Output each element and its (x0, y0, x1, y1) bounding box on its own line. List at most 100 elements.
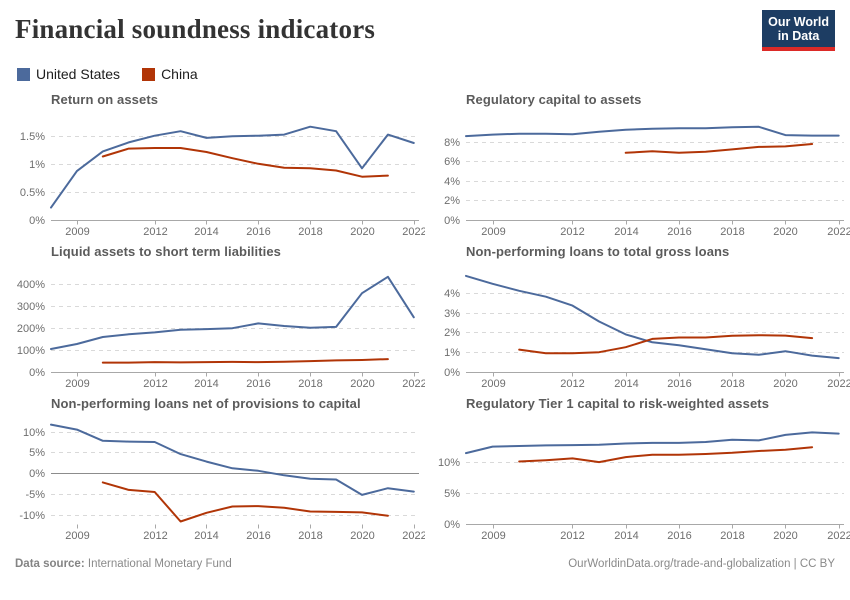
chart-title-npl-net-provisions: Non-performing loans net of provisions t… (51, 396, 361, 411)
footer-datasource-label: Data source: (15, 558, 85, 570)
svg-text:2016: 2016 (667, 530, 691, 542)
legend-swatch-united-states (17, 67, 30, 81)
svg-text:-10%: -10% (19, 510, 45, 522)
chart-title-return-on-assets: Return on assets (51, 92, 159, 107)
chart-title-liquid-assets: Liquid assets to short term liabilities (51, 244, 282, 259)
chart-plot-npl-net-provisions: -10% -5% 0% 5% 10% 2009 2012 2014 2016 2018 2020 20… (19, 423, 425, 542)
svg-text:400%: 400% (17, 279, 45, 291)
svg-text:2016: 2016 (246, 530, 270, 542)
svg-text:2014: 2014 (194, 378, 218, 390)
svg-text:2009: 2009 (481, 378, 505, 390)
svg-text:2%: 2% (444, 327, 460, 339)
owid-logo-line1: Our World (768, 15, 829, 29)
svg-text:2014: 2014 (194, 530, 218, 542)
svg-text:0%: 0% (444, 215, 460, 227)
legend-swatch-china (142, 67, 156, 81)
svg-text:-5%: -5% (25, 489, 45, 501)
svg-text:2012: 2012 (143, 226, 167, 238)
svg-text:0%: 0% (29, 468, 45, 480)
svg-text:2014: 2014 (614, 226, 638, 238)
chart-plot-regulatory-capital-to-assets: 0% 2% 4% 6% 8% 2009 2012 2014 2016 2018 2020 2022 (444, 125, 850, 238)
svg-text:5%: 5% (29, 447, 45, 459)
chart-regulatory-capital-to-assets: Regulatory capital to assets 0% 2% 4% 6% 8% 2… (430, 90, 850, 242)
svg-text:2018: 2018 (298, 530, 322, 542)
chart-npl-net-of-provisions-to-capital: Non-performing loans net of provisions t… (15, 394, 425, 546)
svg-text:2018: 2018 (720, 378, 744, 390)
svg-text:1.5%: 1.5% (20, 131, 45, 143)
chart-plot-return-on-assets: 0% 0.5% 1% 1.5% 2009 2012 2014 2016 2018 2020 2022 (20, 125, 425, 238)
svg-text:2%: 2% (444, 195, 460, 207)
svg-text:100%: 100% (17, 345, 45, 357)
svg-text:2020: 2020 (350, 530, 374, 542)
svg-text:0%: 0% (444, 519, 460, 531)
svg-text:2014: 2014 (194, 226, 218, 238)
chart-title-tier1-capital: Regulatory Tier 1 capital to risk-weight… (466, 396, 770, 411)
svg-text:2009: 2009 (481, 530, 505, 542)
svg-text:2016: 2016 (667, 378, 691, 390)
svg-text:2020: 2020 (773, 378, 797, 390)
svg-text:0%: 0% (444, 367, 460, 379)
svg-text:300%: 300% (17, 301, 45, 313)
svg-text:2016: 2016 (246, 378, 270, 390)
svg-text:2022: 2022 (827, 378, 850, 390)
svg-text:2022: 2022 (402, 530, 425, 542)
svg-text:10%: 10% (23, 427, 45, 439)
svg-text:2012: 2012 (560, 226, 584, 238)
svg-text:2022: 2022 (402, 378, 425, 390)
svg-text:10%: 10% (438, 457, 460, 469)
footer-credit-link[interactable]: OurWorldinData.org/trade-and-globalizati… (568, 558, 835, 570)
footer: Data source: International Monetary Fund… (15, 558, 835, 570)
svg-text:2022: 2022 (827, 530, 850, 542)
footer-datasource-value: International Monetary Fund (87, 558, 232, 570)
svg-text:4%: 4% (444, 288, 460, 300)
svg-text:0%: 0% (29, 215, 45, 227)
svg-text:2009: 2009 (65, 226, 89, 238)
svg-text:4%: 4% (444, 176, 460, 188)
svg-text:2018: 2018 (720, 226, 744, 238)
svg-text:2018: 2018 (298, 378, 322, 390)
svg-text:200%: 200% (17, 323, 45, 335)
svg-text:2018: 2018 (720, 530, 744, 542)
svg-text:2009: 2009 (65, 378, 89, 390)
legend-item-united-states: United States (17, 66, 120, 82)
svg-text:2018: 2018 (298, 226, 322, 238)
svg-text:2012: 2012 (560, 378, 584, 390)
chart-plot-liquid-assets: 0% 100% 200% 300% 400% 2009 2012 2014 2016 2018 20… (17, 275, 425, 390)
svg-text:2009: 2009 (65, 530, 89, 542)
svg-text:2016: 2016 (667, 226, 691, 238)
chart-liquid-assets-to-short-term-liabilities: Liquid assets to short term liabilities … (15, 242, 425, 394)
svg-text:2022: 2022 (827, 226, 850, 238)
chart-title-npl-gross-loans: Non-performing loans to total gross loan… (466, 244, 730, 259)
chart-non-performing-loans-to-total-gross-loans: Non-performing loans to total gross loan… (430, 242, 850, 394)
svg-text:0.5%: 0.5% (20, 187, 45, 199)
svg-text:2014: 2014 (614, 530, 638, 542)
svg-text:2016: 2016 (246, 226, 270, 238)
svg-text:2012: 2012 (143, 530, 167, 542)
svg-text:1%: 1% (29, 159, 45, 171)
svg-text:5%: 5% (444, 488, 460, 500)
page-title: Financial soundness indicators (15, 14, 376, 44)
svg-text:6%: 6% (444, 156, 460, 168)
chart-regulatory-tier1-capital-to-rwa: Regulatory Tier 1 capital to risk-weight… (430, 394, 850, 546)
owid-logo[interactable]: Our World in Data (762, 10, 835, 51)
legend-label-china: China (161, 66, 198, 82)
charts-grid: Return on assets 0% 0.5% 1% 1.5% 2009 2012 201… (15, 90, 850, 546)
chart-return-on-assets: Return on assets 0% 0.5% 1% 1.5% 2009 2012 201… (15, 90, 425, 242)
chart-plot-tier1-capital: 0% 5% 10% 2009 2012 2014 2016 2018 2020 2022 (438, 431, 850, 542)
owid-multi-chart-page: Financial soundness indicators Our World… (15, 10, 850, 570)
svg-text:2022: 2022 (402, 226, 425, 238)
svg-text:2012: 2012 (143, 378, 167, 390)
legend-label-united-states: United States (36, 66, 121, 82)
svg-text:2020: 2020 (350, 378, 374, 390)
svg-text:2020: 2020 (773, 530, 797, 542)
svg-text:3%: 3% (444, 308, 460, 320)
svg-text:2020: 2020 (773, 226, 797, 238)
svg-text:2009: 2009 (481, 226, 505, 238)
owid-logo-line2: in Data (777, 29, 820, 43)
chart-title-regulatory-capital-to-assets: Regulatory capital to assets (466, 92, 642, 107)
svg-text:0%: 0% (29, 367, 45, 379)
header: Financial soundness indicators Our World… (15, 10, 835, 51)
svg-text:2014: 2014 (614, 378, 638, 390)
svg-text:1%: 1% (444, 347, 460, 359)
svg-text:8%: 8% (444, 137, 460, 149)
